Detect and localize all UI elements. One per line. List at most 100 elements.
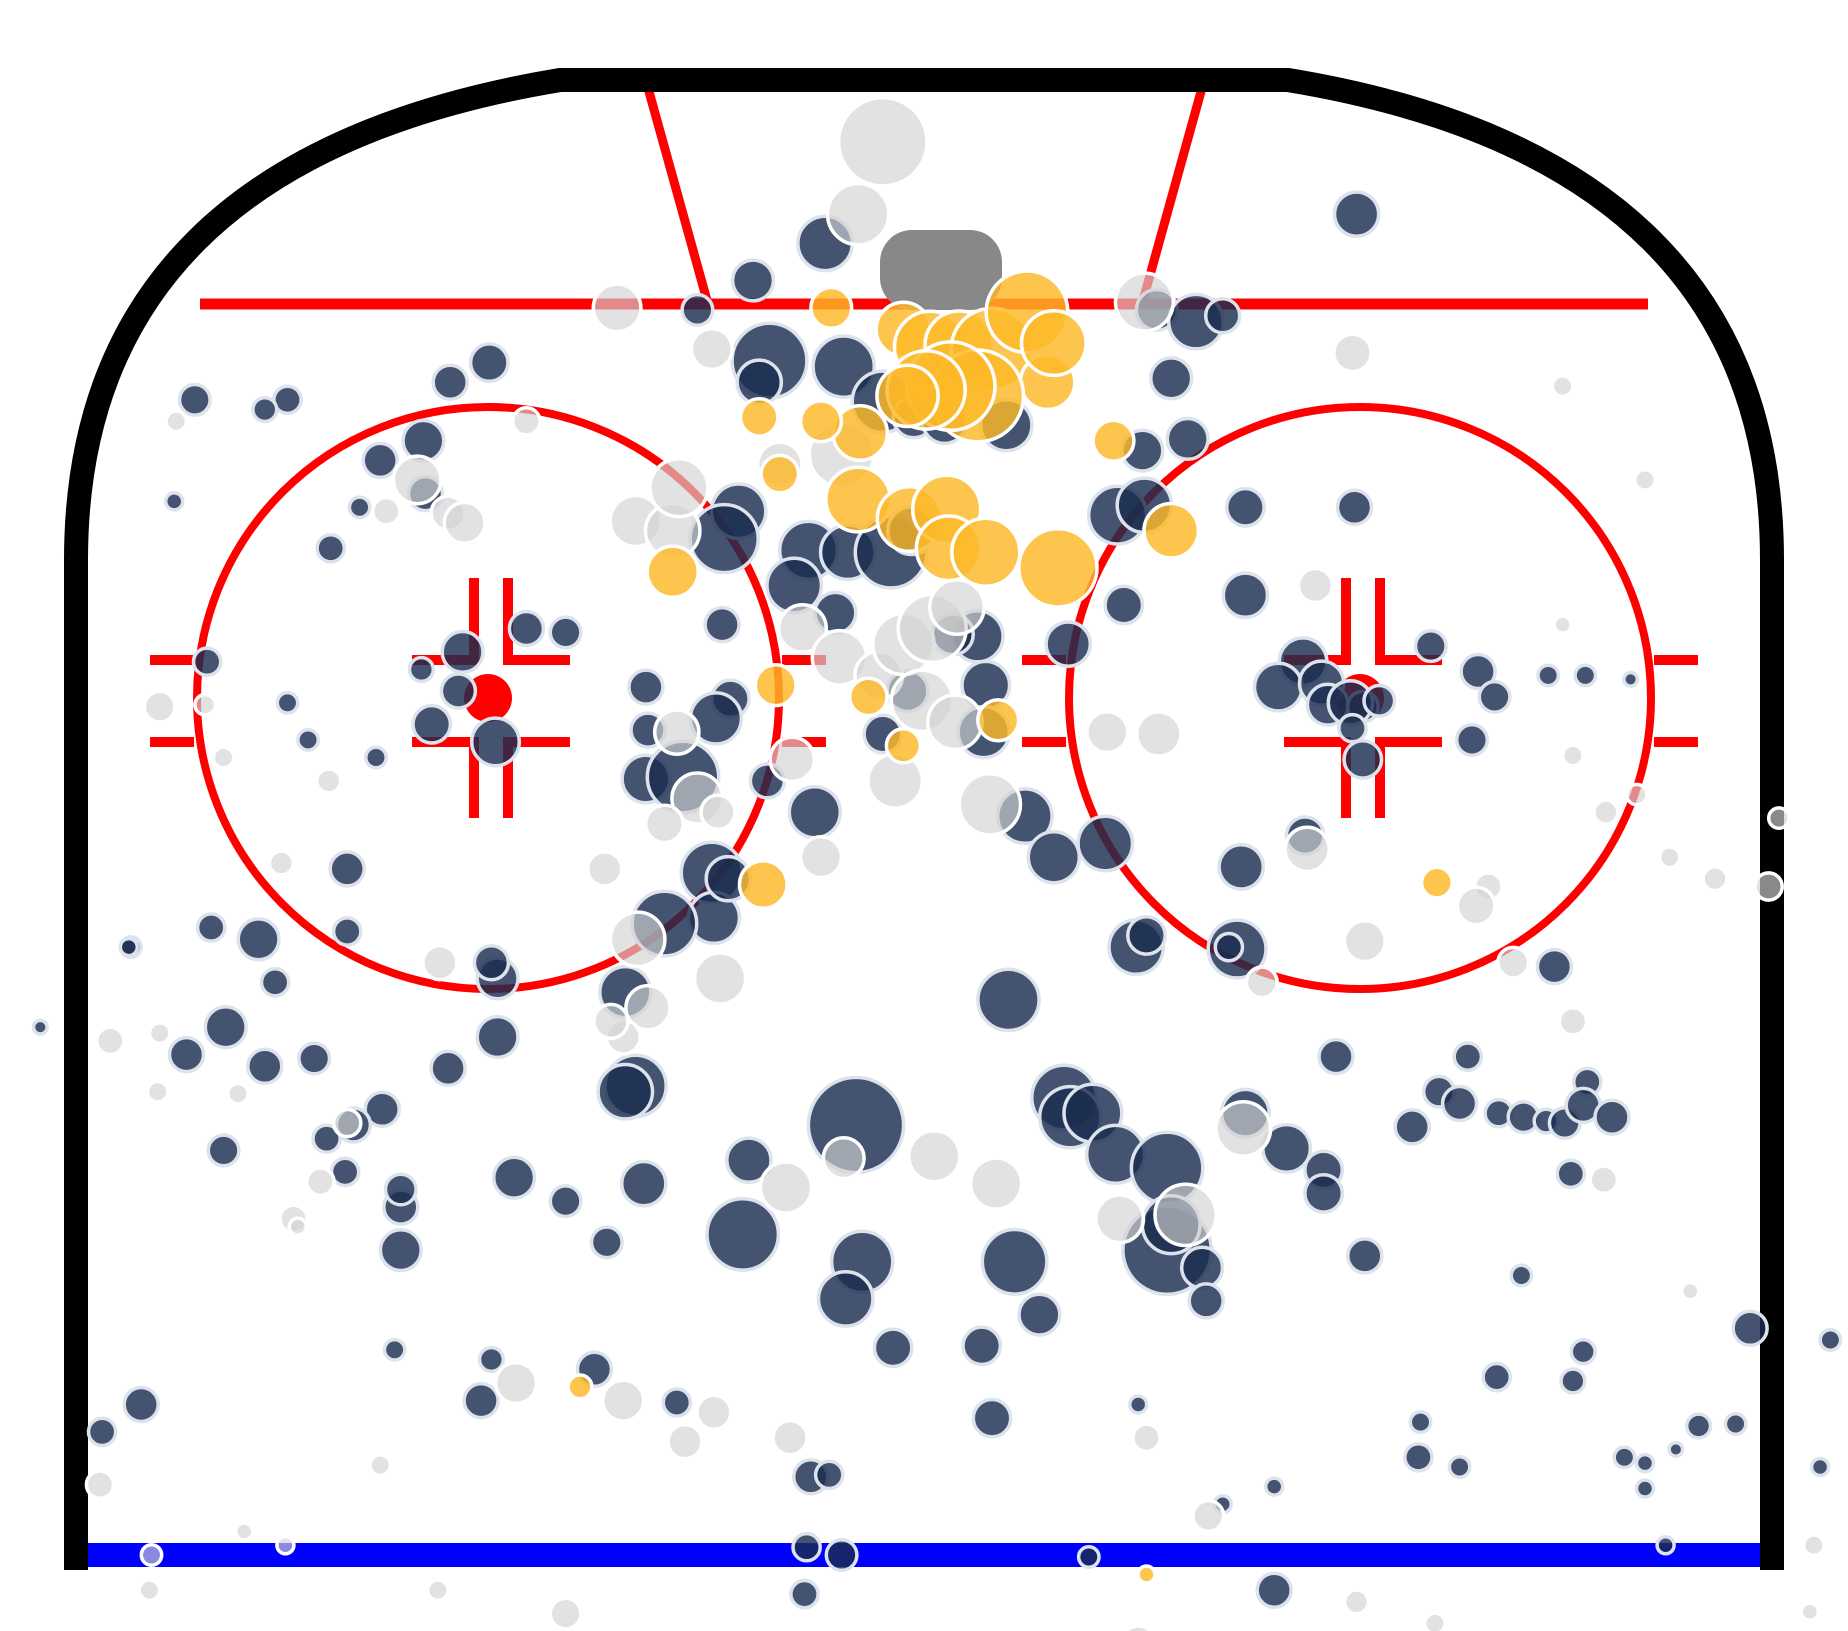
shots-marker-64 [1221,571,1270,620]
goals-marker-13 [798,399,844,444]
shots-marker-23 [347,495,372,520]
shots-marker-65 [1335,488,1374,527]
missed-marker-60 [147,1021,172,1046]
shots-marker-174 [462,1381,500,1420]
missed-marker-63 [226,1081,250,1106]
shots-marker-18 [431,363,469,401]
missed-marker-89 [368,1453,393,1478]
shots-marker-81 [469,716,522,768]
shots-marker-170 [961,1325,1003,1367]
shots-marker-165 [1017,1292,1062,1337]
shots-marker-19 [361,441,399,480]
missed-marker-53 [798,835,844,880]
missed-marker-41 [1753,871,1784,902]
shots-marker-63 [1224,486,1266,528]
shots-marker-185 [1569,1338,1597,1366]
goals-marker-26 [847,676,889,718]
missed-marker-106 [1799,1601,1821,1622]
missed-marker-19 [776,602,829,655]
missed-marker-65 [305,1166,336,1198]
missed-marker-33 [1560,743,1585,768]
shots-marker-181 [1612,1445,1637,1470]
goals-marker-29 [737,858,789,911]
shots-marker-0 [1332,190,1381,238]
shots-marker-97 [328,850,366,888]
shots-marker-160 [1342,738,1384,780]
missed-marker-49 [315,767,343,795]
shots-marker-67 [1252,661,1304,713]
shots-marker-74 [1459,652,1497,691]
shots-marker-149 [1452,1041,1484,1072]
missed-marker-76 [1342,919,1387,964]
shots-marker-186 [1481,1361,1513,1393]
missed-marker-39 [1701,865,1729,893]
missed-marker-62 [145,1079,170,1104]
shots-marker-6 [1203,296,1242,335]
goals-marker-31 [1136,1564,1157,1585]
missed-marker-84 [695,1393,733,1432]
shots-marker-73 [1413,629,1448,664]
shots-marker-47 [627,668,665,706]
shots-marker-168 [661,1387,693,1418]
shots-marker-38 [703,605,741,644]
missed-marker-107 [1801,1533,1826,1558]
shots-marker-76 [1337,712,1368,744]
missed-marker-46 [193,692,218,717]
shots-marker-25 [315,532,347,564]
shots-marker-158 [1593,1098,1631,1136]
missed-marker-58 [592,1002,630,1041]
shots-marker-154 [1555,1158,1587,1190]
shots-marker-124 [725,1136,773,1185]
shots-marker-179 [1403,1441,1434,1473]
goals-marker-15 [759,453,801,495]
shots-marker-199 [1655,1534,1676,1556]
rink-boards [64,68,1784,1570]
shots-marker-101 [472,943,511,982]
shots-marker-2 [730,258,776,303]
shots-marker-43 [440,629,485,675]
missed-marker-75 [1244,965,1279,1000]
missed-marker-32 [1552,614,1573,635]
missed-marker-4 [689,326,734,372]
shots-marker-147 [1317,1037,1355,1076]
missed-marker-100 [1342,1588,1371,1616]
goals-marker-11 [875,363,940,429]
missed-marker-16 [648,457,710,519]
missed-marker-95 [84,1469,116,1500]
missed-marker-82 [493,1360,539,1406]
shot-markers [31,95,1843,1631]
shots-marker-128 [816,1269,875,1328]
shots-marker-173 [791,1531,822,1563]
missed-marker-52 [699,793,737,831]
missed-marker-37 [1592,798,1620,826]
goals-marker-32 [1419,865,1454,900]
shots-marker-196 [1263,1476,1285,1497]
shots-marker-176 [86,1416,118,1448]
missed-marker-96 [139,1543,164,1567]
missed-marker-83 [601,1378,646,1423]
shots-marker-114 [311,1123,342,1155]
shots-marker-194 [1408,1410,1433,1435]
missed-marker-40 [1766,806,1791,831]
shots-marker-189 [1723,1412,1748,1436]
shots-marker-49 [411,703,453,745]
missed-marker-98 [275,1534,296,1556]
missed-marker-31 [1296,566,1335,605]
missed-marker-28 [957,772,1023,837]
missed-marker-67 [287,1216,309,1237]
goals-marker-24 [645,544,700,600]
shots-marker-121 [589,1225,624,1260]
shots-marker-191 [1818,1328,1843,1352]
goal-net [880,230,1002,310]
shots-marker-82 [275,690,300,715]
missed-marker-88 [1191,1498,1226,1533]
missed-marker-71 [968,1156,1024,1211]
missed-marker-90 [425,1578,450,1603]
shots-marker-90 [1076,814,1135,873]
shots-marker-112 [363,1090,401,1129]
shots-marker-104 [167,1035,206,1074]
shots-marker-188 [1684,1412,1713,1440]
shots-marker-150 [1440,1084,1479,1123]
shots-marker-45 [191,646,223,678]
shots-marker-162 [1217,843,1266,891]
